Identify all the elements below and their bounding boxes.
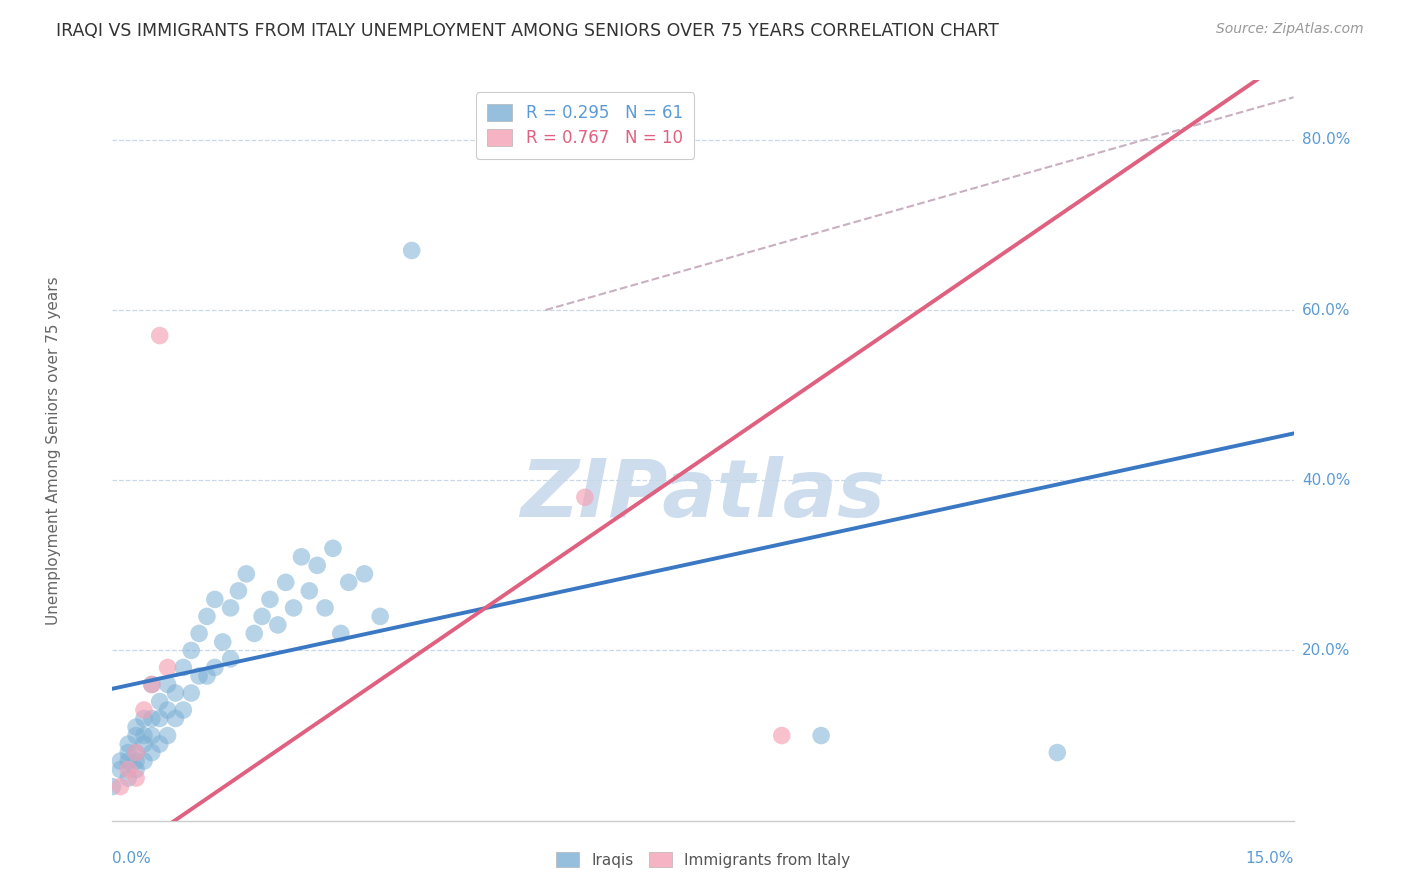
Point: [125, 754, 148, 768]
Point: [401, 244, 423, 258]
Point: [117, 737, 139, 751]
Point: [243, 626, 266, 640]
Text: ZIPatlas: ZIPatlas: [520, 456, 886, 534]
Point: [165, 712, 187, 726]
Point: [314, 600, 336, 615]
Point: [267, 618, 290, 632]
Point: [110, 763, 132, 777]
Text: IRAQI VS IMMIGRANTS FROM ITALY UNEMPLOYMENT AMONG SENIORS OVER 75 YEARS CORRELAT: IRAQI VS IMMIGRANTS FROM ITALY UNEMPLOYM…: [56, 22, 1000, 40]
Point: [156, 677, 179, 691]
Point: [195, 609, 218, 624]
Point: [149, 737, 172, 751]
Point: [125, 720, 148, 734]
Point: [259, 592, 281, 607]
Point: [250, 609, 273, 624]
Point: [188, 626, 211, 640]
Text: 15.0%: 15.0%: [1246, 851, 1294, 866]
Point: [125, 746, 148, 760]
Point: [180, 686, 202, 700]
Point: [125, 729, 148, 743]
Point: [307, 558, 329, 573]
Point: [141, 746, 163, 760]
Text: 20.0%: 20.0%: [1302, 643, 1350, 658]
Point: [283, 600, 305, 615]
Point: [172, 703, 194, 717]
Point: [180, 643, 202, 657]
Point: [149, 694, 172, 708]
Point: [770, 729, 793, 743]
Point: [329, 626, 352, 640]
Text: 40.0%: 40.0%: [1302, 473, 1350, 488]
Point: [211, 635, 233, 649]
Point: [274, 575, 297, 590]
Point: [132, 712, 155, 726]
Text: Unemployment Among Seniors over 75 years: Unemployment Among Seniors over 75 years: [46, 277, 60, 624]
Point: [156, 660, 179, 674]
Point: [117, 771, 139, 785]
Text: 60.0%: 60.0%: [1302, 302, 1350, 318]
Point: [101, 780, 124, 794]
Point: [290, 549, 312, 564]
Point: [117, 763, 139, 777]
Point: [188, 669, 211, 683]
Point: [337, 575, 360, 590]
Point: [125, 771, 148, 785]
Point: [132, 754, 155, 768]
Point: [141, 729, 163, 743]
Point: [141, 677, 163, 691]
Point: [204, 592, 226, 607]
Point: [110, 754, 132, 768]
Point: [132, 737, 155, 751]
Point: [195, 669, 218, 683]
Point: [204, 660, 226, 674]
Point: [110, 780, 132, 794]
Text: 0.0%: 0.0%: [112, 851, 152, 866]
Point: [353, 566, 375, 581]
Point: [1046, 746, 1069, 760]
Point: [219, 600, 242, 615]
Point: [149, 328, 172, 343]
Point: [574, 490, 596, 504]
Point: [132, 703, 155, 717]
Point: [156, 729, 179, 743]
Point: [298, 583, 321, 598]
Point: [228, 583, 250, 598]
Point: [322, 541, 344, 556]
Point: [235, 566, 257, 581]
Point: [149, 712, 172, 726]
Point: [132, 729, 155, 743]
Text: 80.0%: 80.0%: [1302, 132, 1350, 147]
Point: [117, 754, 139, 768]
Text: Source: ZipAtlas.com: Source: ZipAtlas.com: [1216, 22, 1364, 37]
Point: [156, 703, 179, 717]
Point: [810, 729, 832, 743]
Legend: R = 0.295   N = 61, R = 0.767   N = 10: R = 0.295 N = 61, R = 0.767 N = 10: [475, 92, 695, 159]
Point: [368, 609, 391, 624]
Point: [141, 677, 163, 691]
Point: [219, 652, 242, 666]
Point: [125, 763, 148, 777]
Point: [165, 686, 187, 700]
Point: [141, 712, 163, 726]
Legend: Iraqis, Immigrants from Italy: Iraqis, Immigrants from Italy: [548, 844, 858, 875]
Point: [172, 660, 194, 674]
Point: [125, 746, 148, 760]
Point: [117, 746, 139, 760]
